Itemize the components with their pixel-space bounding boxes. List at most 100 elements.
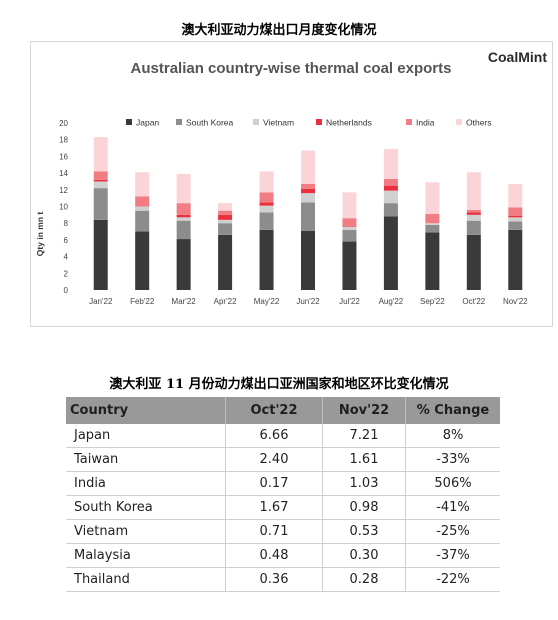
change-table-wrap: Country Oct'22 Nov'22 % Change Japan 6.6… xyxy=(66,397,500,592)
bar-segment xyxy=(342,218,357,226)
bar-segment xyxy=(425,223,440,225)
bar-segment xyxy=(259,205,274,213)
bar-segment xyxy=(425,214,440,224)
cell-nov: 1.03 xyxy=(322,471,406,496)
x-tick-label: Mar'22 xyxy=(172,297,197,306)
legend-swatch xyxy=(316,119,322,125)
x-axis: Jan'22 Feb'22 Mar'22 Apr'22 May'22 Jun'22 Jul'… xyxy=(89,297,528,306)
cell-country: South Korea xyxy=(66,495,226,520)
bar-segment xyxy=(135,210,150,232)
legend-label: South Korea xyxy=(186,118,234,128)
bar-segment xyxy=(176,217,191,221)
cell-nov: 0.98 xyxy=(322,495,406,520)
bar-segment xyxy=(425,224,440,233)
cell-country: Vietnam xyxy=(66,519,226,544)
legend-label: Netherlands xyxy=(326,118,372,128)
chart-title: Australian country-wise thermal coal exp… xyxy=(131,60,452,77)
bar-segment xyxy=(383,203,398,217)
table-row: Thailand 0.36 0.28 -22% xyxy=(66,567,500,592)
y-tick-label: 8 xyxy=(64,219,69,228)
x-tick-label: Nov'22 xyxy=(503,297,528,306)
table-row: Malaysia 0.48 0.30 -37% xyxy=(66,543,500,568)
bar-segment xyxy=(218,203,233,211)
bar-segment xyxy=(176,214,191,218)
y-tick-label: 18 xyxy=(59,136,68,145)
bar-segment xyxy=(342,225,357,227)
bar-segment xyxy=(425,182,440,215)
bar-segment xyxy=(466,234,481,290)
bar-segment xyxy=(135,172,150,197)
header-oct: Oct'22 xyxy=(225,397,323,424)
legend-swatch xyxy=(126,119,132,125)
bar-segment xyxy=(342,241,357,290)
bar-segment xyxy=(93,137,108,172)
cell-nov: 1.61 xyxy=(322,447,406,472)
x-tick-label: May'22 xyxy=(254,297,280,306)
y-axis: 0 2 4 6 8 10 12 14 16 18 20 xyxy=(59,119,68,295)
bar-segment xyxy=(176,203,191,215)
table-row: India 0.17 1.03 506% xyxy=(66,471,500,496)
table-title: 澳大利亚 11 月份动力煤出口亚洲国家和地区环比变化情况 xyxy=(109,377,449,392)
y-tick-label: 20 xyxy=(59,119,68,128)
page-title: 澳大利亚动力煤出口月度变化情况 xyxy=(181,23,377,38)
bar-segment xyxy=(93,181,108,189)
bar-segment xyxy=(383,148,398,179)
y-tick-label: 14 xyxy=(59,169,68,178)
bar-segment xyxy=(93,171,108,180)
bar-segment xyxy=(301,150,315,184)
y-tick-label: 0 xyxy=(64,286,69,295)
bar-segment xyxy=(259,171,274,193)
y-tick-label: 6 xyxy=(64,236,69,245)
bar-segment xyxy=(508,183,523,208)
cell-change: -41% xyxy=(405,495,500,520)
cell-oct: 2.40 xyxy=(225,447,323,472)
x-tick-label: Oct'22 xyxy=(462,297,485,306)
y-axis-label: Qty in mn t xyxy=(35,212,45,257)
bar-segment xyxy=(383,178,398,186)
bar-segment xyxy=(218,234,233,290)
cell-country: India xyxy=(66,471,226,496)
coalmint-logo: CoalMint xyxy=(488,49,547,65)
cell-oct: 1.67 xyxy=(225,495,323,520)
bar-segment xyxy=(508,229,523,290)
bar-segment xyxy=(466,220,481,235)
cell-country: Japan xyxy=(66,424,226,448)
y-tick-label: 10 xyxy=(59,203,68,212)
bar-segment xyxy=(218,219,233,224)
x-tick-label: Jun'22 xyxy=(296,297,320,306)
cell-change: -33% xyxy=(405,447,500,472)
chart-legend: Japan South Korea Vietnam Netherlands India O… xyxy=(126,118,492,128)
chart-panel: Australian country-wise thermal coal exp… xyxy=(30,41,553,327)
cell-country: Thailand xyxy=(66,567,226,592)
x-tick-label: Apr'22 xyxy=(214,297,237,306)
cell-country: Taiwan xyxy=(66,447,226,472)
legend-swatch xyxy=(253,119,259,125)
legend-swatch xyxy=(406,119,412,125)
cell-change: 8% xyxy=(405,424,500,448)
bar-segment xyxy=(93,188,108,220)
cell-change: -22% xyxy=(405,567,500,592)
bar-segment xyxy=(466,214,481,221)
cell-oct: 0.71 xyxy=(225,519,323,544)
bar-segment xyxy=(93,219,108,290)
bar-segment xyxy=(218,214,233,220)
cell-oct: 0.17 xyxy=(225,471,323,496)
x-tick-label: Sep'22 xyxy=(420,297,445,306)
bar-segment xyxy=(259,212,274,230)
bar-segment xyxy=(342,192,357,219)
bar-segment xyxy=(466,212,481,215)
x-tick-label: Aug'22 xyxy=(379,297,404,306)
bars xyxy=(93,137,523,290)
cell-nov: 7.21 xyxy=(322,424,406,448)
cell-oct: 0.48 xyxy=(225,543,323,568)
y-tick-label: 16 xyxy=(59,152,68,161)
table-row: Japan 6.66 7.21 8% xyxy=(66,424,500,448)
legend-label: India xyxy=(416,118,435,128)
bar-segment xyxy=(135,206,150,211)
bar-segment xyxy=(383,216,398,290)
bar-segment xyxy=(259,202,274,206)
cell-oct: 0.36 xyxy=(225,567,323,592)
bar-segment xyxy=(259,229,274,290)
bar-segment xyxy=(135,231,150,290)
bar-segment xyxy=(301,188,315,194)
